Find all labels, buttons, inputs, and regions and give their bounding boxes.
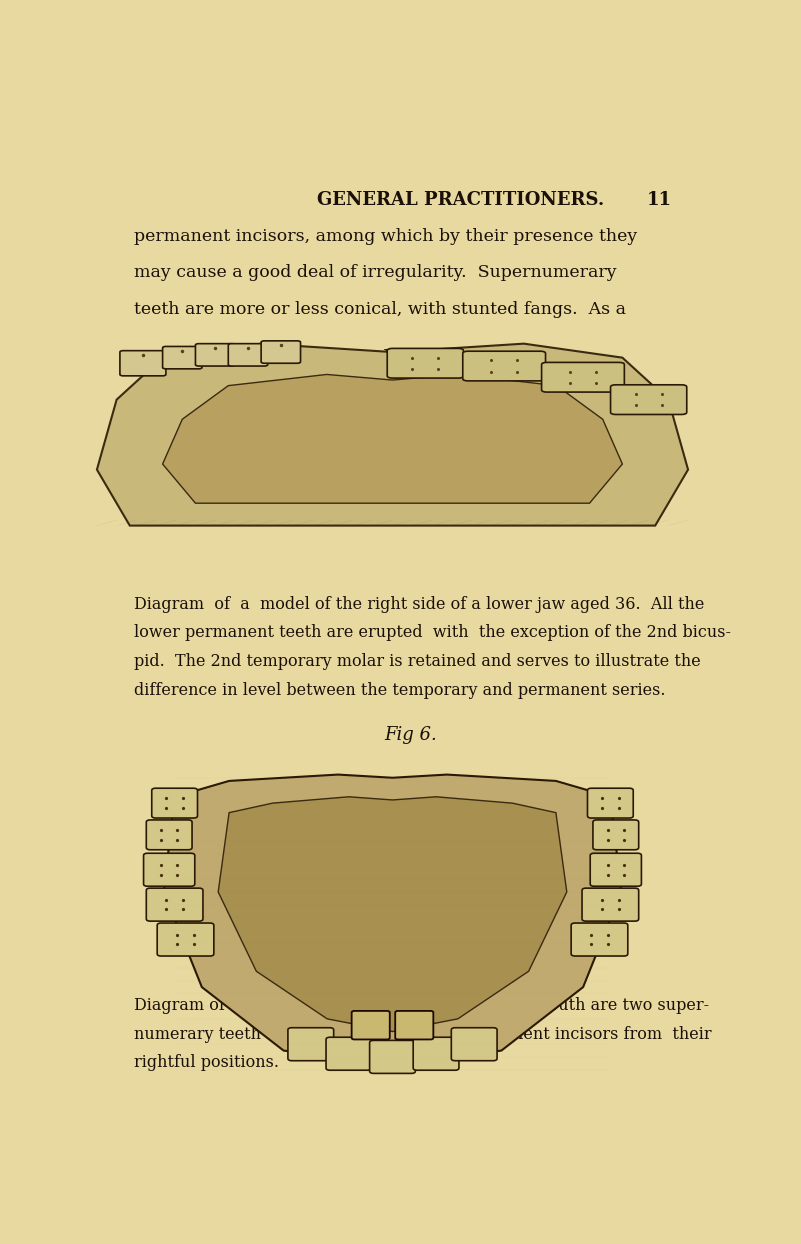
FancyBboxPatch shape (120, 351, 166, 376)
FancyBboxPatch shape (352, 1011, 390, 1040)
FancyBboxPatch shape (571, 923, 628, 957)
FancyBboxPatch shape (288, 1028, 334, 1061)
FancyBboxPatch shape (151, 789, 198, 819)
Text: may cause a good deal of irregularity.  Supernumerary: may cause a good deal of irregularity. S… (135, 264, 617, 281)
FancyBboxPatch shape (228, 343, 268, 366)
Text: Diagram of a mouth aged 13.  In the front of the mouth are two super-: Diagram of a mouth aged 13. In the front… (135, 996, 710, 1014)
Polygon shape (218, 797, 567, 1031)
FancyBboxPatch shape (413, 1037, 459, 1070)
FancyBboxPatch shape (451, 1028, 497, 1061)
Text: numerary teeth  which  are  displacing  permanent incisors from  their: numerary teeth which are displacing perm… (135, 1026, 712, 1042)
FancyBboxPatch shape (587, 789, 634, 819)
Text: Fig 6.: Fig 6. (384, 726, 437, 744)
FancyBboxPatch shape (463, 351, 545, 381)
FancyBboxPatch shape (157, 923, 214, 957)
Text: difference in level between the temporary and permanent series.: difference in level between the temporar… (135, 682, 666, 699)
FancyBboxPatch shape (326, 1037, 372, 1070)
Text: teeth are more or less conical, with stunted fangs.  As a: teeth are more or less conical, with stu… (135, 301, 626, 317)
FancyBboxPatch shape (541, 362, 624, 392)
FancyBboxPatch shape (147, 820, 192, 850)
FancyBboxPatch shape (369, 1040, 416, 1074)
Text: GENERAL PRACTITIONERS.: GENERAL PRACTITIONERS. (317, 192, 605, 209)
Text: Diagram  of  a  model of the right side of a lower jaw aged 36.  All the: Diagram of a model of the right side of … (135, 596, 705, 612)
Text: Fig. 5.: Fig. 5. (381, 348, 440, 367)
FancyBboxPatch shape (610, 384, 686, 414)
Polygon shape (163, 775, 622, 1066)
FancyBboxPatch shape (395, 1011, 433, 1040)
FancyBboxPatch shape (590, 853, 642, 886)
Text: pid.  The 2nd temporary molar is retained and serves to illustrate the: pid. The 2nd temporary molar is retained… (135, 653, 701, 671)
FancyBboxPatch shape (143, 853, 195, 886)
Polygon shape (97, 343, 688, 525)
Text: permanent incisors, among which by their presence they: permanent incisors, among which by their… (135, 228, 638, 245)
FancyBboxPatch shape (261, 341, 300, 363)
FancyBboxPatch shape (163, 346, 202, 368)
Text: 11: 11 (646, 192, 671, 209)
FancyBboxPatch shape (582, 888, 638, 921)
FancyBboxPatch shape (147, 888, 203, 921)
FancyBboxPatch shape (593, 820, 638, 850)
FancyBboxPatch shape (387, 348, 464, 378)
FancyBboxPatch shape (195, 343, 235, 366)
Text: lower permanent teeth are erupted  with  the exception of the 2nd bicus-: lower permanent teeth are erupted with t… (135, 624, 731, 642)
Polygon shape (163, 374, 622, 503)
Text: rightful positions.: rightful positions. (135, 1055, 280, 1071)
